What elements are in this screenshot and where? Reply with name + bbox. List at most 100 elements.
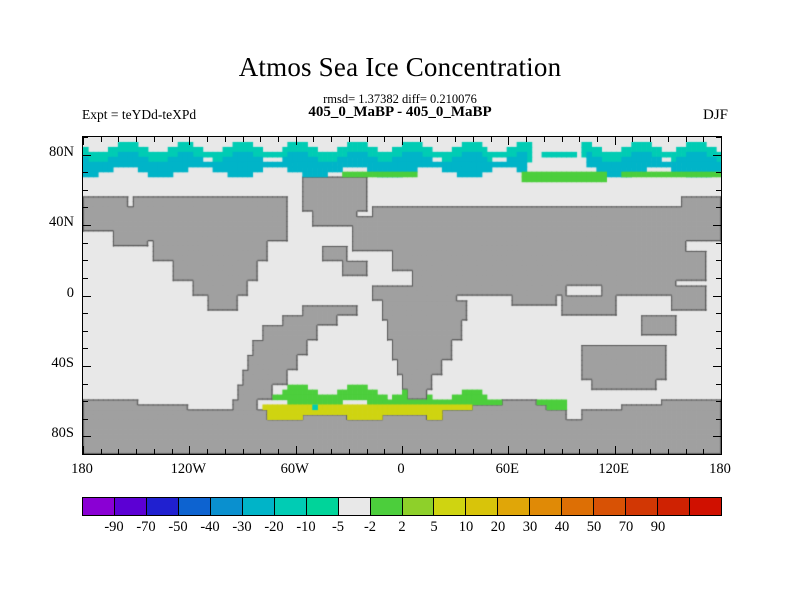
axis-tick: [686, 449, 687, 455]
axis-tick: [716, 331, 722, 332]
colorbar-cell-11: [434, 498, 467, 515]
axis-tick: [713, 155, 722, 156]
lat-label-0: 0: [66, 284, 74, 301]
axis-tick: [83, 136, 84, 145]
axis-tick: [278, 449, 279, 455]
axis-tick: [82, 225, 91, 226]
axis-tick: [367, 136, 368, 142]
axis-tick: [154, 136, 155, 142]
lon-label-60E: 60E: [495, 461, 519, 477]
colorbar-tick--40: -40: [200, 519, 220, 535]
axis-tick: [597, 449, 598, 455]
axis-tick: [615, 446, 616, 455]
axis-tick: [579, 136, 580, 142]
colorbar-cell-4: [210, 498, 243, 515]
axis-tick: [650, 449, 651, 455]
axis-tick: [82, 384, 88, 385]
axis-tick: [82, 207, 88, 208]
axis-tick: [716, 384, 722, 385]
lon-label-180: 180: [71, 461, 93, 477]
axis-tick: [716, 348, 722, 349]
colorbar-tick-40: 40: [554, 519, 570, 535]
colorbar-tick--90: -90: [104, 519, 124, 535]
axis-tick: [473, 136, 474, 142]
colorbar-tick--5: -5: [331, 519, 345, 535]
season-label: DJF: [702, 107, 728, 123]
colorbar-tick-5: 5: [430, 519, 438, 535]
axis-tick: [402, 446, 403, 455]
axis-tick: [82, 260, 88, 261]
axis-tick: [544, 136, 545, 142]
lat-label-40N: 40N: [49, 214, 74, 231]
axis-tick: [296, 446, 297, 455]
axis-tick: [349, 449, 350, 455]
colorbar-tick--70: -70: [136, 519, 156, 535]
axis-tick: [491, 449, 492, 455]
axis-tick: [172, 449, 173, 455]
axis-tick: [721, 446, 722, 455]
colorbar-tick-10: 10: [458, 519, 474, 535]
axis-tick: [82, 348, 88, 349]
axis-tick: [713, 296, 722, 297]
axis-tick: [703, 136, 704, 142]
lon-label-0: 0: [397, 461, 405, 477]
colorbar-tick-30: 30: [522, 519, 538, 535]
axis-tick: [713, 225, 722, 226]
axis-tick: [260, 449, 261, 455]
colorbar-cell-0: [83, 498, 115, 515]
colorbar-cell-6: [274, 498, 307, 515]
axis-tick: [82, 454, 88, 455]
axis-tick: [716, 419, 722, 420]
colorbar-cell-3: [178, 498, 211, 515]
colorbar-tick-90: 90: [650, 519, 666, 535]
colorbar-cell-2: [146, 498, 179, 515]
axis-tick: [367, 449, 368, 455]
colorbar-cell-14: [530, 498, 563, 515]
axis-tick: [716, 313, 722, 314]
page-title: Atmos Sea Ice Concentration: [238, 52, 562, 82]
colorbar-tick-labels: -90 -70 -50 -40 -30 -20 -10 -5 -2 2 5 10 20 30 40 50 70 9…: [82, 519, 722, 539]
axis-tick: [716, 207, 722, 208]
axis-tick: [473, 449, 474, 455]
axis-tick: [331, 449, 332, 455]
colorbar-cell-9: [370, 498, 403, 515]
axis-tick: [243, 136, 244, 142]
axis-tick: [632, 449, 633, 455]
colorbar-cell-10: [402, 498, 435, 515]
colorbar-cell-8: [338, 498, 371, 515]
colorbar-cell-19: [690, 498, 722, 515]
axis-tick: [562, 449, 563, 455]
colorbar-tick--10: -10: [296, 519, 316, 535]
axis-tick: [296, 136, 297, 145]
axis-tick: [402, 136, 403, 145]
colorbar-cell-17: [626, 498, 659, 515]
axis-tick: [82, 436, 91, 437]
lon-label-180: 180: [709, 461, 731, 477]
axis-tick: [437, 449, 438, 455]
axis-tick: [562, 136, 563, 142]
lat-label-80N: 80N: [49, 143, 74, 160]
statistics-label: rmsd= 1.37382 diff= 0.210076: [323, 92, 477, 106]
axis-tick: [668, 136, 669, 142]
colorbar-cell-16: [594, 498, 627, 515]
colorbar: [82, 497, 722, 516]
colorbar-tick--50: -50: [168, 519, 188, 535]
axis-tick: [172, 136, 173, 142]
colorbar-cell-12: [466, 498, 499, 515]
axis-tick: [716, 190, 722, 191]
axis-tick: [118, 136, 119, 142]
axis-tick: [491, 136, 492, 142]
axis-tick: [384, 136, 385, 142]
axis-tick: [716, 243, 722, 244]
colorbar-tick--20: -20: [264, 519, 284, 535]
axis-tick: [83, 446, 84, 455]
axis-tick: [526, 136, 527, 142]
axis-tick: [615, 136, 616, 145]
axis-tick: [82, 278, 88, 279]
axis-tick: [721, 136, 722, 145]
axis-tick: [716, 278, 722, 279]
lon-label-120W: 120W: [170, 461, 207, 477]
axis-tick: [154, 449, 155, 455]
colorbar-cell-13: [498, 498, 531, 515]
axis-tick: [508, 446, 509, 455]
